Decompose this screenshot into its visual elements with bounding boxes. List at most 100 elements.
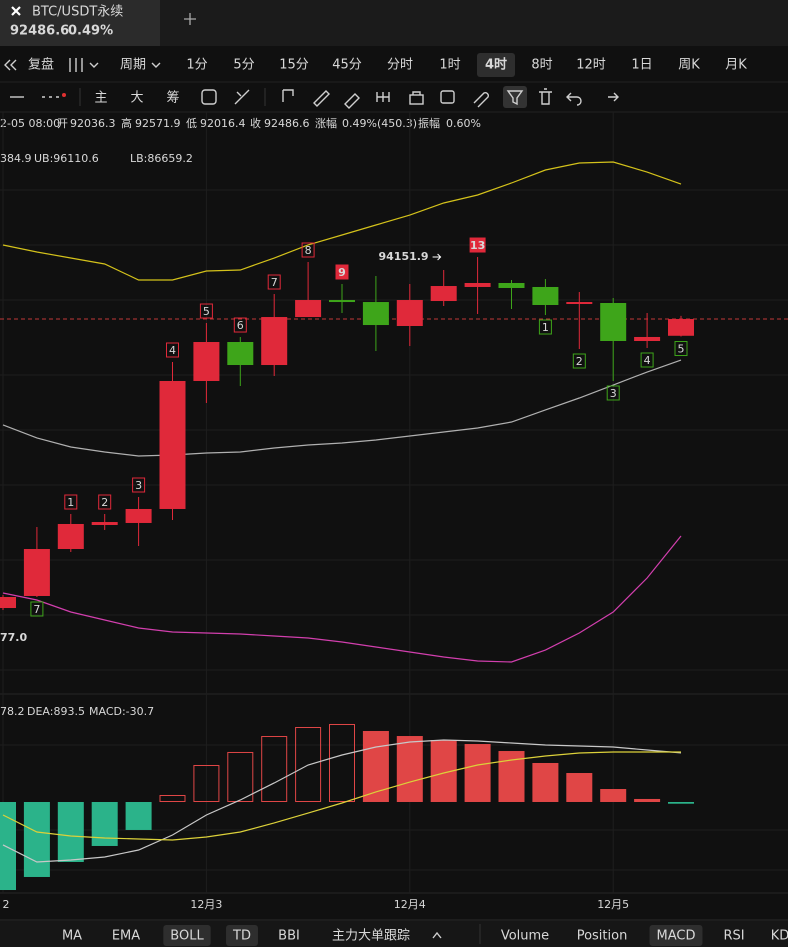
candle-body bbox=[261, 317, 288, 366]
indicator-tab[interactable]: BBI bbox=[278, 929, 300, 944]
td-box bbox=[640, 352, 654, 368]
info-text: 涨幅 bbox=[315, 117, 337, 130]
info-text: 92036.3 bbox=[70, 117, 116, 130]
candle-body bbox=[532, 286, 559, 306]
macd-bar bbox=[668, 801, 694, 804]
info-text: 92571.9 bbox=[135, 117, 181, 130]
timeframe[interactable]: 5分 bbox=[233, 58, 254, 73]
ohlc-info: 2-05 08:00开 92036.3 高 92571.9 低 92016.4 收 92486… bbox=[0, 116, 481, 130]
boll-label: UB:96110.6 bbox=[34, 152, 99, 165]
timeframe[interactable]: 1时 bbox=[439, 58, 460, 73]
td-box bbox=[64, 494, 78, 510]
macd-bar bbox=[91, 801, 118, 846]
td-box bbox=[572, 353, 586, 369]
candle-body bbox=[329, 300, 355, 303]
dif-line bbox=[2, 739, 682, 863]
info-text: 92016.4 bbox=[200, 117, 246, 130]
candle-body bbox=[295, 300, 322, 318]
candle-body bbox=[57, 523, 84, 550]
timeframe[interactable]: 月K bbox=[725, 58, 747, 73]
timeframe[interactable]: 1日 bbox=[631, 58, 652, 73]
period[interactable]: 周期 bbox=[120, 58, 146, 73]
td-box bbox=[606, 385, 620, 401]
timeframe[interactable]: 4时 bbox=[485, 57, 507, 73]
boll-lb bbox=[2, 535, 682, 663]
tab-price: 92486.6 bbox=[10, 24, 69, 39]
tab[interactable] bbox=[0, 0, 160, 46]
indicator-tab[interactable]: KD bbox=[771, 929, 788, 944]
candle-body bbox=[125, 508, 152, 523]
boll-label: 384.9 bbox=[0, 152, 32, 165]
td-count: 3 bbox=[610, 387, 617, 400]
td-box bbox=[233, 317, 247, 333]
candle-style-icon[interactable] bbox=[69, 58, 99, 72]
tool[interactable]: 大 bbox=[130, 91, 143, 106]
timeframe[interactable]: 15分 bbox=[279, 58, 309, 73]
indicator-tab[interactable]: MA bbox=[62, 929, 82, 944]
replay-icon bbox=[4, 59, 17, 71]
candle-body bbox=[23, 549, 50, 596]
timeframe[interactable]: 12时 bbox=[576, 58, 606, 73]
macd-label: DEA:893.5 bbox=[27, 705, 85, 718]
info-text: 高 bbox=[121, 116, 132, 130]
indicator-tab[interactable]: TD bbox=[232, 929, 251, 944]
timeframe[interactable]: 8时 bbox=[531, 58, 552, 73]
candle-body bbox=[193, 342, 220, 381]
td-count: 2 bbox=[101, 496, 108, 509]
indicator-tabs: MA EMA BOLL TD BBI 主力大单跟踪 Volume Position MACD RS… bbox=[62, 925, 788, 946]
x-tick-label: 12月3 bbox=[190, 898, 222, 911]
td-count: 8 bbox=[305, 244, 312, 257]
info-text: 0.60% bbox=[446, 117, 481, 130]
indicator-tab[interactable]: Position bbox=[577, 929, 628, 944]
indicator-tab[interactable]: MACD bbox=[657, 929, 696, 944]
td-box bbox=[199, 303, 213, 319]
timeframe[interactable]: 1分 bbox=[186, 58, 207, 73]
candle-body bbox=[464, 282, 491, 287]
tool[interactable]: 筹 bbox=[166, 90, 179, 106]
indicator-tab[interactable]: EMA bbox=[112, 929, 140, 944]
x-tick-label: 2 bbox=[3, 898, 10, 911]
timeframe[interactable]: 周K bbox=[678, 58, 700, 73]
boll-mb bbox=[2, 359, 682, 457]
active-bg bbox=[163, 925, 211, 946]
td-box bbox=[469, 237, 486, 253]
timeframe[interactable]: 45分 bbox=[332, 58, 362, 73]
td-box bbox=[335, 264, 349, 280]
timeframe[interactable]: 分时 bbox=[387, 58, 413, 73]
macd-bar bbox=[295, 727, 322, 802]
timeframes: 1分 5分 15分 45分 分时 1时 4时 8时 12时 1日 周K 月K bbox=[186, 53, 747, 77]
candle-body bbox=[396, 300, 423, 326]
high-label: 94151.9 bbox=[378, 250, 428, 263]
info-text: 92486.6 bbox=[264, 117, 310, 130]
indicator-tab[interactable]: 主力大单跟踪 bbox=[332, 929, 410, 944]
td-count: 7 bbox=[271, 276, 278, 289]
td-count: 1 bbox=[542, 321, 549, 334]
indicator-tab[interactable]: RSI bbox=[723, 929, 744, 944]
td-count: 4 bbox=[644, 354, 651, 367]
add-tab[interactable] bbox=[184, 13, 196, 25]
macd-bar bbox=[362, 730, 389, 802]
indicator-tab[interactable]: BOLL bbox=[170, 929, 204, 944]
info-text: 振幅 bbox=[418, 116, 440, 130]
tool[interactable]: 主 bbox=[94, 91, 107, 106]
indicator-tab[interactable]: Volume bbox=[501, 929, 549, 944]
boll-label: LB:86659.2 bbox=[130, 152, 193, 165]
low-label: 77.0 bbox=[0, 631, 27, 644]
candle-body bbox=[362, 302, 389, 326]
candle-body bbox=[430, 286, 457, 302]
macd-bar bbox=[193, 765, 220, 802]
expand-arrow[interactable] bbox=[432, 931, 442, 939]
candle-body bbox=[498, 282, 525, 288]
candle-body bbox=[227, 342, 254, 366]
candle-body bbox=[566, 302, 593, 304]
replay[interactable]: 复盘 bbox=[28, 57, 54, 73]
x-tick-label: 12月4 bbox=[394, 898, 426, 911]
td-count: 9 bbox=[338, 266, 346, 279]
macd-bar bbox=[261, 736, 288, 802]
indicator-tools: 主大筹 bbox=[94, 90, 179, 106]
td-count: 13 bbox=[470, 239, 485, 252]
info-text: 0.49%(450.3) bbox=[342, 117, 417, 130]
info-text: 2-05 08:00 bbox=[0, 117, 60, 130]
td-count: 5 bbox=[678, 343, 685, 356]
td-box bbox=[166, 342, 179, 358]
